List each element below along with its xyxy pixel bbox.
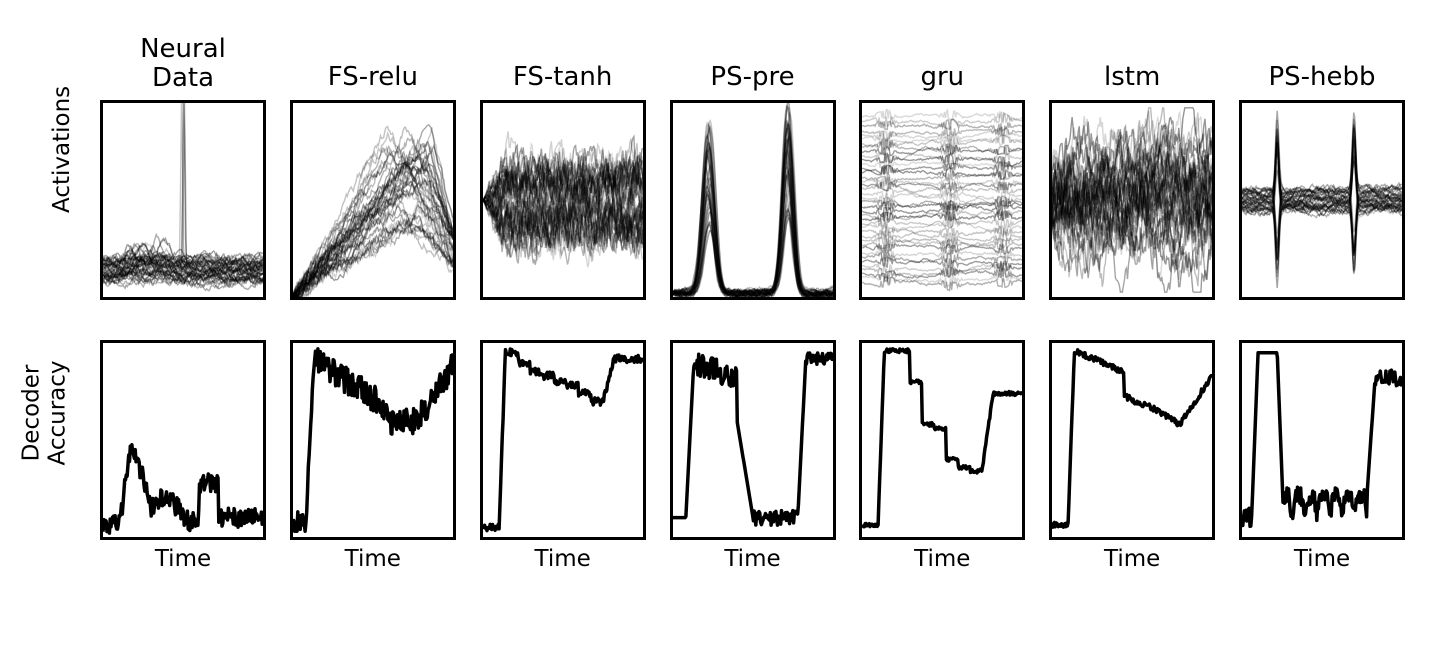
decoder-panel <box>100 340 266 540</box>
x-axis-label: Time <box>100 546 266 572</box>
activation-panel <box>859 100 1025 300</box>
column-title: Neural Data <box>100 35 266 92</box>
column-title: PS-hebb <box>1239 63 1405 92</box>
decoder-trace <box>1242 353 1402 527</box>
decoder-panel <box>290 340 456 540</box>
row-label: Activations <box>49 123 75 213</box>
decoder-trace <box>673 353 833 525</box>
x-axis-label: Time <box>859 546 1025 572</box>
activation-panel <box>670 100 836 300</box>
decoder-panel <box>1049 340 1215 540</box>
activation-trace <box>673 129 833 297</box>
column-title: gru <box>859 63 1025 92</box>
activation-panel <box>1049 100 1215 300</box>
decoder-trace <box>483 349 643 531</box>
x-axis-label: Time <box>1049 546 1215 572</box>
activation-panel <box>290 100 456 300</box>
activation-trace <box>1242 161 1402 288</box>
decoder-trace <box>293 349 453 531</box>
x-axis-label: Time <box>290 546 456 572</box>
decoder-trace <box>103 445 263 533</box>
x-axis-label: Time <box>1239 546 1405 572</box>
decoder-trace <box>1052 350 1212 527</box>
column-title: lstm <box>1049 63 1215 92</box>
column-title: FS-tanh <box>480 63 646 92</box>
row-label: Decoder Accuracy <box>19 361 71 466</box>
activation-panel <box>480 100 646 300</box>
decoder-panel <box>670 340 836 540</box>
decoder-panel <box>1239 340 1405 540</box>
activation-trace <box>1242 124 1402 244</box>
x-axis-label: Time <box>670 546 836 572</box>
decoder-trace <box>862 349 1022 527</box>
x-axis-label: Time <box>480 546 646 572</box>
activation-trace <box>1242 126 1402 195</box>
activation-panel <box>100 100 266 300</box>
activation-panel <box>1239 100 1405 300</box>
column-title: FS-relu <box>290 63 456 92</box>
decoder-panel <box>480 340 646 540</box>
decoder-panel <box>859 340 1025 540</box>
column-title: PS-pre <box>670 63 836 92</box>
activation-trace <box>1242 111 1402 197</box>
